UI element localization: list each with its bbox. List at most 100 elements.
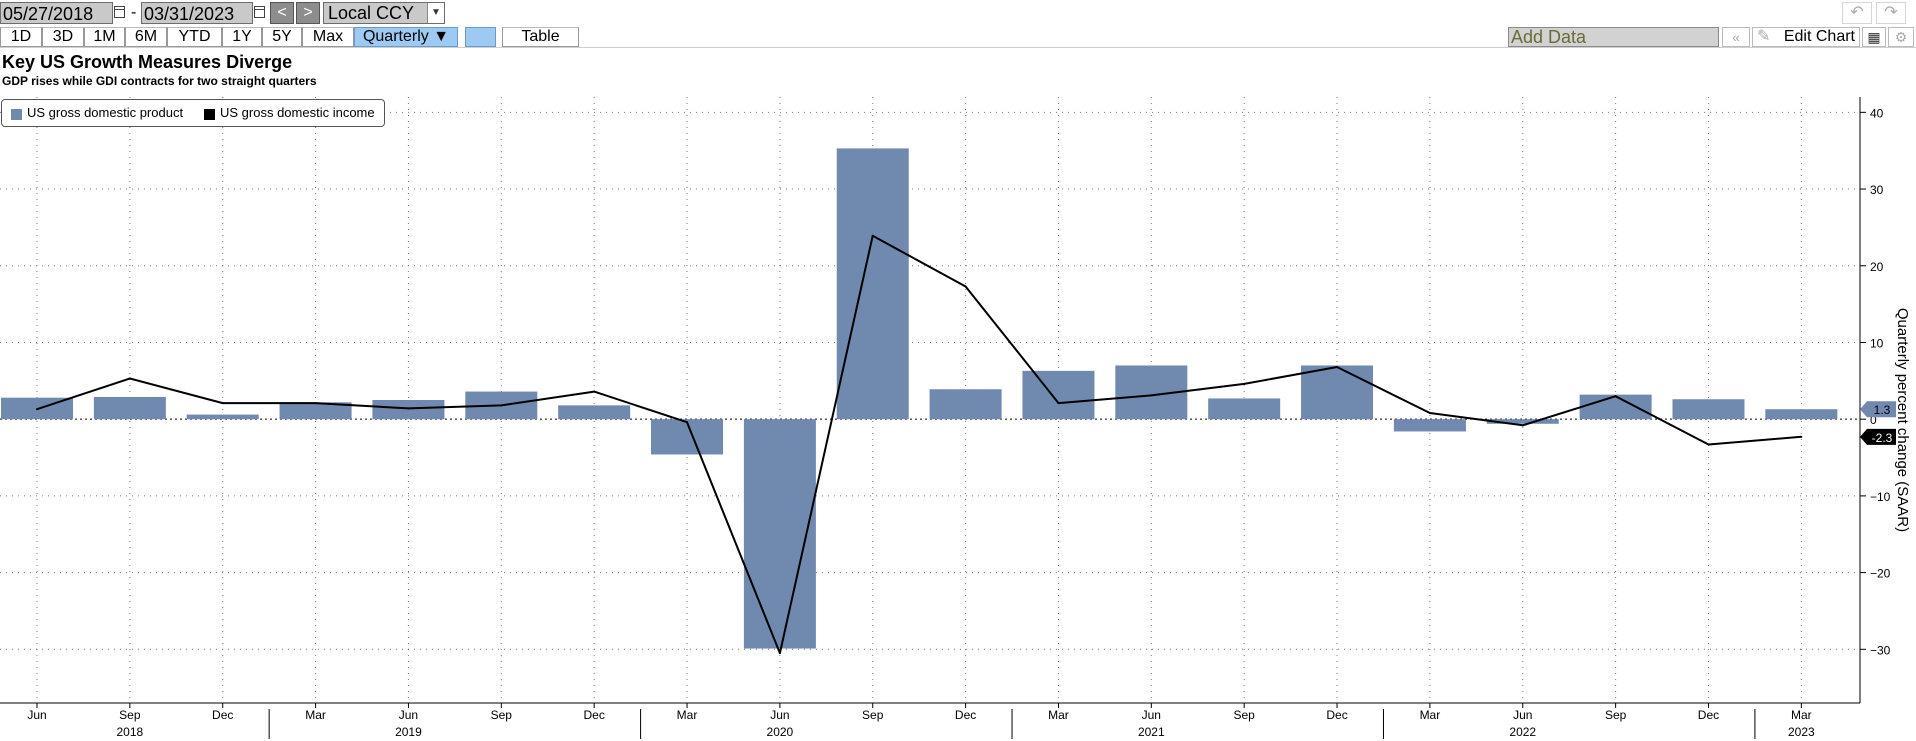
y-tick-label: 10 [1870, 336, 1884, 350]
chevron-down-icon[interactable]: ▼ [427, 3, 444, 23]
gdi-point [593, 390, 596, 393]
gdi-point [1057, 402, 1060, 405]
gdi-point [221, 402, 224, 405]
start-calendar-icon[interactable] [114, 6, 125, 18]
gdp-bar [1579, 394, 1652, 420]
toolbar-top: 05/27/2018 - 03/31/2023 < > Local CCY ▼ … [0, 0, 1916, 26]
end-date-input[interactable]: 03/31/2023 [141, 2, 253, 24]
chart-view-button[interactable] [465, 27, 496, 47]
gdp-bar [1022, 370, 1095, 420]
gdi-line-group [36, 234, 1803, 655]
x-tick-label: Dec [955, 708, 976, 722]
start-date-value: 05/27/2018 [3, 4, 94, 24]
end-date-value: 03/31/2023 [144, 4, 235, 24]
pencil-icon: ✎ [1757, 28, 1771, 45]
add-data-input[interactable]: Add Data [1508, 27, 1719, 47]
edit-chart-label: Edit Chart [1783, 28, 1855, 45]
x-year-label: 2020 [767, 725, 794, 739]
x-tick-label: Sep [119, 708, 141, 722]
gdi-point [1707, 443, 1710, 446]
gdi-point [128, 377, 131, 380]
x-year-label: 2019 [395, 725, 422, 739]
x-tick-label: Jun [27, 708, 46, 722]
x-tick-label: Jun [770, 708, 789, 722]
x-year-label: 2023 [1788, 725, 1815, 739]
badge-label: 1.3 [1874, 403, 1891, 417]
legend-label-gdi: US gross domestic income [220, 105, 375, 120]
edit-chart-button[interactable]: ✎ Edit Chart [1752, 27, 1860, 47]
table-view-button[interactable]: Table [502, 27, 579, 47]
y-axis-label: Quarterly percent change (SAAR) [1894, 308, 1911, 532]
badge-label: -2.3 [1872, 431, 1893, 445]
redo-icon[interactable]: ↷ [1876, 2, 1906, 24]
gdi-point [686, 421, 689, 424]
gdp-bar [836, 148, 909, 420]
chart-settings-icon[interactable]: ▦ [1862, 27, 1886, 47]
gdp-bar [186, 414, 259, 420]
period-1d-button[interactable]: 1D [0, 27, 42, 47]
period-1y-button[interactable]: 1Y [222, 27, 262, 47]
collapse-icon[interactable]: « [1722, 27, 1750, 47]
gdp-bar [651, 419, 724, 455]
gdp-bar [929, 389, 1002, 420]
x-year-label: 2021 [1138, 725, 1165, 739]
gdi-point [778, 652, 781, 655]
undo-icon[interactable]: ↶ [1842, 2, 1872, 24]
period-ytd-button[interactable]: YTD [167, 27, 222, 47]
x-tick-label: Dec [212, 708, 233, 722]
currency-value: Local CCY [328, 3, 415, 23]
y-tick-labels: 40 30 20 10 0 −10 −20 −30 [1870, 106, 1891, 657]
period-3d-button[interactable]: 3D [42, 27, 84, 47]
badge-shape [1860, 401, 1896, 418]
gdi-point [314, 402, 317, 405]
gdi-point [1614, 395, 1617, 398]
end-calendar-icon[interactable] [254, 6, 265, 18]
toolbar-bottom: 1D 3D 1M 6M YTD 1Y 5Y Max Quarterly ▼ Ta… [0, 27, 1916, 48]
gdp-bar [1672, 399, 1745, 420]
period-6m-button[interactable]: 6M [125, 27, 167, 47]
frequency-select[interactable]: Quarterly ▼ [354, 27, 458, 47]
x-tick-label: Dec [1698, 708, 1719, 722]
period-1m-button[interactable]: 1M [84, 27, 125, 47]
chart-subtitle: GDP rises while GDI contracts for two st… [2, 74, 317, 88]
gdp-bar [1208, 398, 1281, 420]
currency-select[interactable]: Local CCY ▼ [323, 2, 445, 24]
grid [0, 97, 1860, 703]
date-separator: - [131, 4, 137, 21]
gdi-line [36, 234, 1802, 655]
gdi-point [1800, 435, 1803, 438]
gdp-last-value-badge: 1.3 [1860, 401, 1896, 418]
y-tick-label: −10 [1870, 490, 1891, 504]
x-tick-label: Mar [305, 708, 326, 722]
period-max-button[interactable]: Max [302, 27, 354, 47]
badge-shape [1860, 428, 1896, 445]
period-5y-button[interactable]: 5Y [262, 27, 302, 47]
gdp-bar [558, 405, 631, 420]
x-tick-label: Sep [1234, 708, 1256, 722]
x-tick-label: Mar [1791, 708, 1812, 722]
x-tick-label: Mar [677, 708, 698, 722]
gdi-last-value-badge: -2.3 [1860, 428, 1896, 445]
legend-swatch-gdi [204, 109, 215, 120]
gear-icon[interactable]: ⚙ [1888, 27, 1914, 47]
start-date-input[interactable]: 05/27/2018 [0, 2, 113, 24]
legend-label-gdp: US gross domestic product [27, 105, 184, 120]
gdp-bar [279, 402, 352, 420]
gdi-point [1243, 382, 1246, 385]
x-tick-label: Dec [1326, 708, 1347, 722]
x-tick-label: Mar [1420, 708, 1441, 722]
y-tick-label: 0 [1870, 413, 1877, 427]
gdi-point [500, 404, 503, 407]
gdi-point [1428, 412, 1431, 415]
gdp-bar [1765, 409, 1838, 420]
x-tick-label: Sep [862, 708, 884, 722]
x-tick-label: Mar [1048, 708, 1069, 722]
next-period-button[interactable]: > [296, 2, 320, 24]
chart-legend: US gross domestic product US gross domes… [1, 99, 385, 127]
gdp-bar [1393, 419, 1466, 432]
prev-period-button[interactable]: < [270, 2, 294, 24]
x-tick-label: Sep [491, 708, 513, 722]
y-tick-label: 30 [1870, 183, 1884, 197]
x-year-label: 2018 [117, 725, 144, 739]
